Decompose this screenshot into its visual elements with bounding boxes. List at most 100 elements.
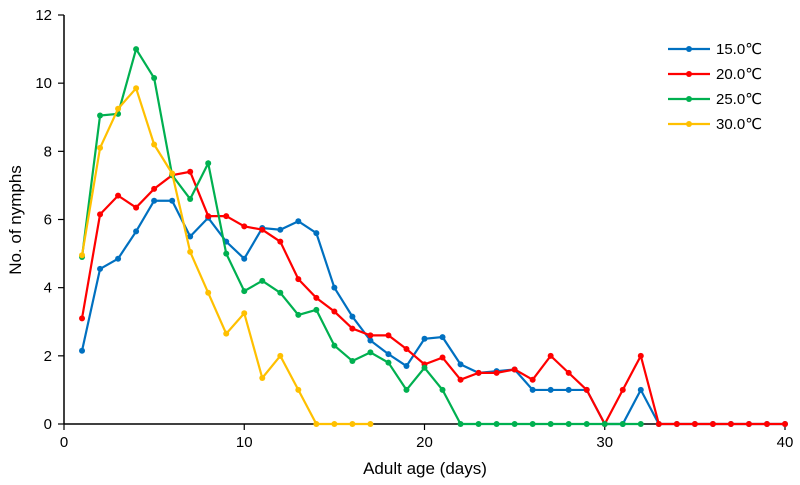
data-point xyxy=(241,288,248,295)
data-point xyxy=(547,386,554,393)
data-point xyxy=(241,255,248,262)
data-point xyxy=(97,112,104,119)
data-point xyxy=(493,421,500,427)
data-point xyxy=(205,213,212,220)
data-point xyxy=(709,421,716,427)
data-point xyxy=(637,386,644,393)
data-point xyxy=(439,386,446,393)
data-point xyxy=(115,192,122,199)
x-tick-label: 40 xyxy=(777,434,794,451)
data-point xyxy=(169,170,176,177)
data-point xyxy=(295,311,302,318)
data-point xyxy=(565,421,572,427)
data-point xyxy=(133,228,140,235)
data-point xyxy=(511,366,518,373)
data-point xyxy=(385,359,392,366)
data-point xyxy=(79,347,86,354)
y-tick-label: 10 xyxy=(35,75,52,92)
data-point xyxy=(457,361,464,368)
data-point xyxy=(133,46,140,53)
data-point xyxy=(277,238,284,245)
x-tick-label: 20 xyxy=(416,434,433,451)
data-point xyxy=(403,386,410,393)
data-point xyxy=(385,332,392,339)
data-point xyxy=(547,352,554,359)
data-point xyxy=(637,352,644,359)
series-3 xyxy=(79,85,374,427)
data-point xyxy=(223,250,230,257)
data-point xyxy=(313,294,320,301)
data-point xyxy=(331,421,338,427)
data-point xyxy=(241,310,248,317)
series-line xyxy=(80,199,785,426)
data-point xyxy=(295,218,302,225)
data-point xyxy=(223,330,230,337)
data-point xyxy=(673,421,680,427)
data-point xyxy=(277,226,284,233)
legend-label: 20.0℃ xyxy=(716,66,762,83)
y-tick-label: 0 xyxy=(44,416,52,433)
data-point xyxy=(295,386,302,393)
data-point xyxy=(259,277,266,284)
y-tick-label: 6 xyxy=(44,212,52,229)
data-point xyxy=(547,421,554,427)
data-point xyxy=(133,204,140,211)
data-point xyxy=(403,346,410,353)
data-point xyxy=(241,223,248,230)
data-point xyxy=(223,213,230,220)
data-point xyxy=(151,141,158,148)
data-point xyxy=(601,421,608,427)
legend-item: 20.0℃ xyxy=(668,66,762,83)
data-point xyxy=(457,421,464,427)
data-point xyxy=(313,230,320,237)
data-point xyxy=(403,363,410,370)
data-point xyxy=(151,185,158,192)
data-point xyxy=(295,276,302,283)
x-tick-label: 10 xyxy=(236,434,253,451)
data-point xyxy=(745,421,752,427)
data-point xyxy=(565,386,572,393)
data-point xyxy=(367,337,374,344)
series-layer xyxy=(79,46,788,427)
legend-marker xyxy=(686,46,692,52)
data-point xyxy=(151,197,158,204)
data-point xyxy=(457,376,464,383)
legend-marker xyxy=(686,71,692,77)
data-point xyxy=(349,325,356,332)
data-point xyxy=(655,421,662,427)
data-point xyxy=(331,342,338,349)
data-point xyxy=(313,421,320,427)
legend-item: 15.0℃ xyxy=(668,41,762,58)
data-point xyxy=(97,144,104,151)
y-axis-label: No. of nymphs xyxy=(6,165,25,275)
data-point xyxy=(367,332,374,339)
data-point xyxy=(421,364,428,371)
data-point xyxy=(529,421,536,427)
data-point xyxy=(475,369,482,376)
data-point xyxy=(115,105,122,112)
series-2 xyxy=(79,46,644,427)
data-point xyxy=(79,315,86,322)
data-point xyxy=(259,226,266,233)
data-point xyxy=(475,421,482,427)
data-point xyxy=(277,352,284,359)
data-point xyxy=(619,421,626,427)
data-point xyxy=(385,351,392,358)
data-point xyxy=(367,421,374,427)
data-point xyxy=(421,335,428,342)
data-point xyxy=(529,386,536,393)
y-tick-label: 2 xyxy=(44,348,52,365)
data-point xyxy=(727,421,734,427)
y-tick-label: 8 xyxy=(44,143,52,160)
data-point xyxy=(782,421,788,427)
data-point xyxy=(79,252,86,259)
data-point xyxy=(187,196,194,203)
legend-item: 25.0℃ xyxy=(668,91,762,108)
data-point xyxy=(691,421,698,427)
x-tick-label: 0 xyxy=(60,434,68,451)
data-point xyxy=(439,354,446,361)
data-point xyxy=(583,386,590,393)
data-point xyxy=(637,421,644,427)
data-point xyxy=(439,334,446,341)
data-point xyxy=(259,374,266,381)
